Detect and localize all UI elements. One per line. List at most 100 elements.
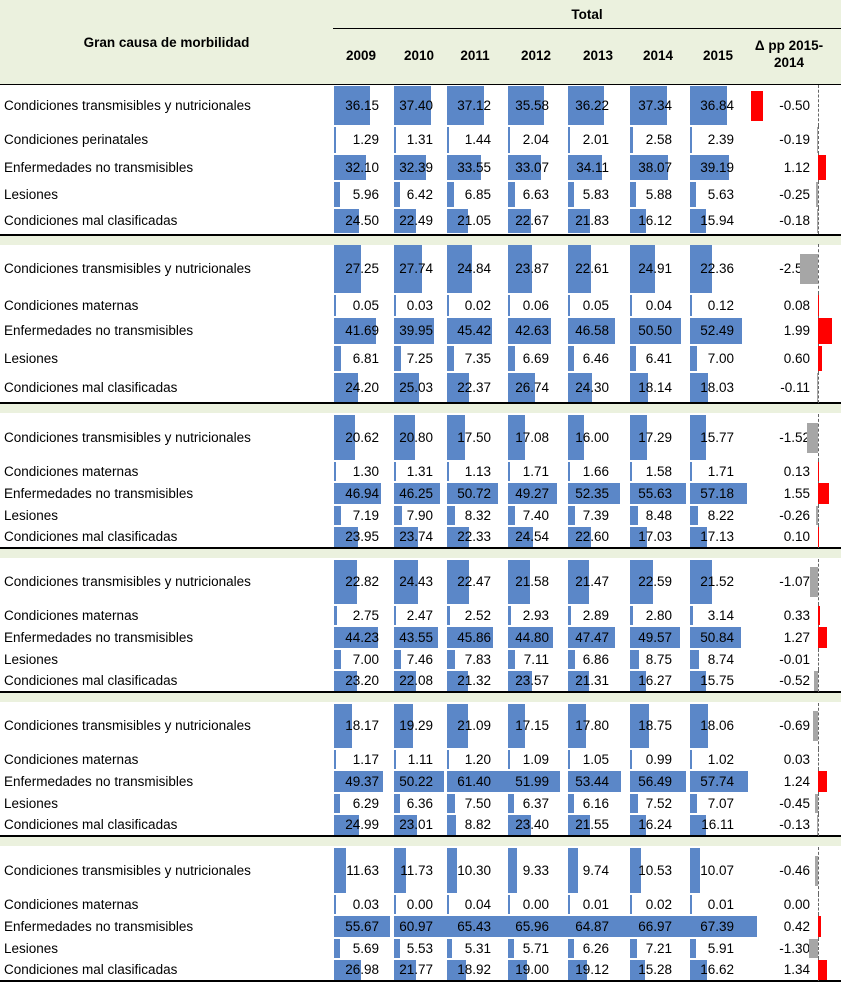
value-label: 32.39	[399, 159, 433, 175]
value-bar	[508, 295, 510, 316]
delta-label: 0.10	[783, 529, 810, 544]
value-label: 7.00	[352, 651, 379, 667]
value-bar	[334, 155, 367, 180]
delta-label: 1.27	[783, 629, 810, 645]
value-label: 21.52	[700, 574, 734, 589]
value-label: 0.01	[582, 896, 609, 912]
value-bar	[334, 182, 340, 207]
value-label: 7.11	[523, 651, 549, 667]
value-bar	[630, 295, 632, 316]
value-bar	[630, 483, 686, 504]
column-header-year: 2010	[403, 48, 435, 63]
value-bar	[630, 916, 697, 937]
value-bar	[630, 794, 638, 813]
delta-label: 0.13	[783, 463, 810, 479]
value-label: 47.47	[575, 629, 609, 645]
value-bar	[690, 127, 693, 153]
value-label: 18.03	[700, 379, 734, 395]
delta-baseline	[818, 208, 819, 234]
value-bar	[568, 895, 570, 914]
value-bar	[334, 815, 359, 835]
row-label: Condiciones transmisibles y nutricionale…	[4, 862, 251, 878]
value-label: 1.30	[352, 463, 379, 479]
value-label: 23.87	[515, 261, 549, 276]
value-label: 9.74	[582, 862, 609, 878]
value-label: 17.08	[515, 429, 549, 445]
delta-baseline	[818, 85, 819, 126]
value-label: 3.14	[707, 607, 734, 623]
delta-bar	[816, 209, 818, 233]
delta-bar	[807, 422, 818, 453]
value-label: 1.02	[707, 751, 734, 767]
delta-label: -0.46	[779, 862, 810, 878]
value-bar	[334, 848, 346, 893]
value-label: 7.35	[464, 350, 491, 366]
value-label: 1.31	[406, 463, 433, 479]
value-bar	[630, 671, 647, 691]
value-label: 65.43	[457, 918, 491, 934]
group-band	[0, 404, 841, 413]
value-bar	[334, 373, 359, 402]
value-bar	[630, 373, 649, 402]
value-bar	[394, 939, 400, 958]
value-label: 2.58	[645, 132, 672, 147]
value-bar	[630, 560, 653, 604]
delta-label: 0.03	[783, 751, 810, 767]
value-bar	[508, 895, 510, 914]
value-bar	[394, 771, 445, 792]
row-label: Enfermedades no transmisibles	[4, 323, 194, 338]
value-bar	[630, 527, 648, 547]
delta-bar	[813, 711, 818, 741]
value-label: 22.61	[575, 261, 609, 276]
value-label: 7.46	[406, 651, 433, 667]
value-label: 0.03	[352, 896, 379, 912]
value-label: 1.11	[407, 751, 433, 767]
value-label: 64.87	[575, 918, 609, 934]
value-bar	[630, 155, 669, 180]
value-label: 8.75	[645, 651, 672, 667]
value-bar	[568, 318, 615, 344]
value-label: 44.23	[345, 629, 379, 645]
value-label: 67.39	[700, 918, 734, 934]
value-bar	[508, 346, 515, 371]
delta-baseline	[818, 847, 819, 894]
value-bar	[447, 155, 481, 180]
value-label: 11.63	[346, 862, 379, 878]
value-label: 24.84	[457, 261, 491, 276]
delta-label: 1.55	[783, 485, 810, 501]
value-bar	[508, 155, 542, 180]
delta-label: 0.42	[783, 918, 810, 934]
value-label: 22.49	[399, 213, 433, 228]
value-label: 0.05	[352, 297, 379, 313]
value-bar	[447, 650, 455, 669]
delta-baseline	[818, 814, 819, 836]
value-bar	[447, 560, 470, 604]
header-divider	[333, 84, 841, 85]
delta-baseline	[818, 414, 819, 461]
delta-baseline	[818, 181, 819, 208]
delta-baseline	[818, 126, 819, 154]
value-bar	[690, 606, 694, 625]
value-bar	[630, 771, 687, 792]
value-label: 23.01	[399, 817, 433, 832]
value-bar	[568, 627, 616, 648]
value-label: 22.36	[700, 261, 734, 276]
header-divider	[333, 28, 841, 29]
value-bar	[568, 209, 590, 233]
value-bar	[508, 127, 511, 153]
value-label: 5.69	[352, 940, 379, 956]
value-bar	[447, 815, 456, 835]
value-bar	[630, 815, 647, 835]
value-bar	[447, 527, 470, 547]
value-label: 6.26	[582, 940, 609, 956]
value-bar	[447, 483, 498, 504]
value-bar	[630, 415, 648, 460]
delta-label: -0.11	[780, 379, 810, 395]
value-bar	[630, 462, 632, 481]
delta-label: -1.52	[779, 429, 810, 445]
delta-bar	[818, 627, 827, 648]
value-bar	[508, 462, 510, 481]
value-bar	[630, 209, 647, 233]
value-label: 7.52	[645, 795, 672, 811]
value-label: 1.09	[522, 751, 549, 767]
